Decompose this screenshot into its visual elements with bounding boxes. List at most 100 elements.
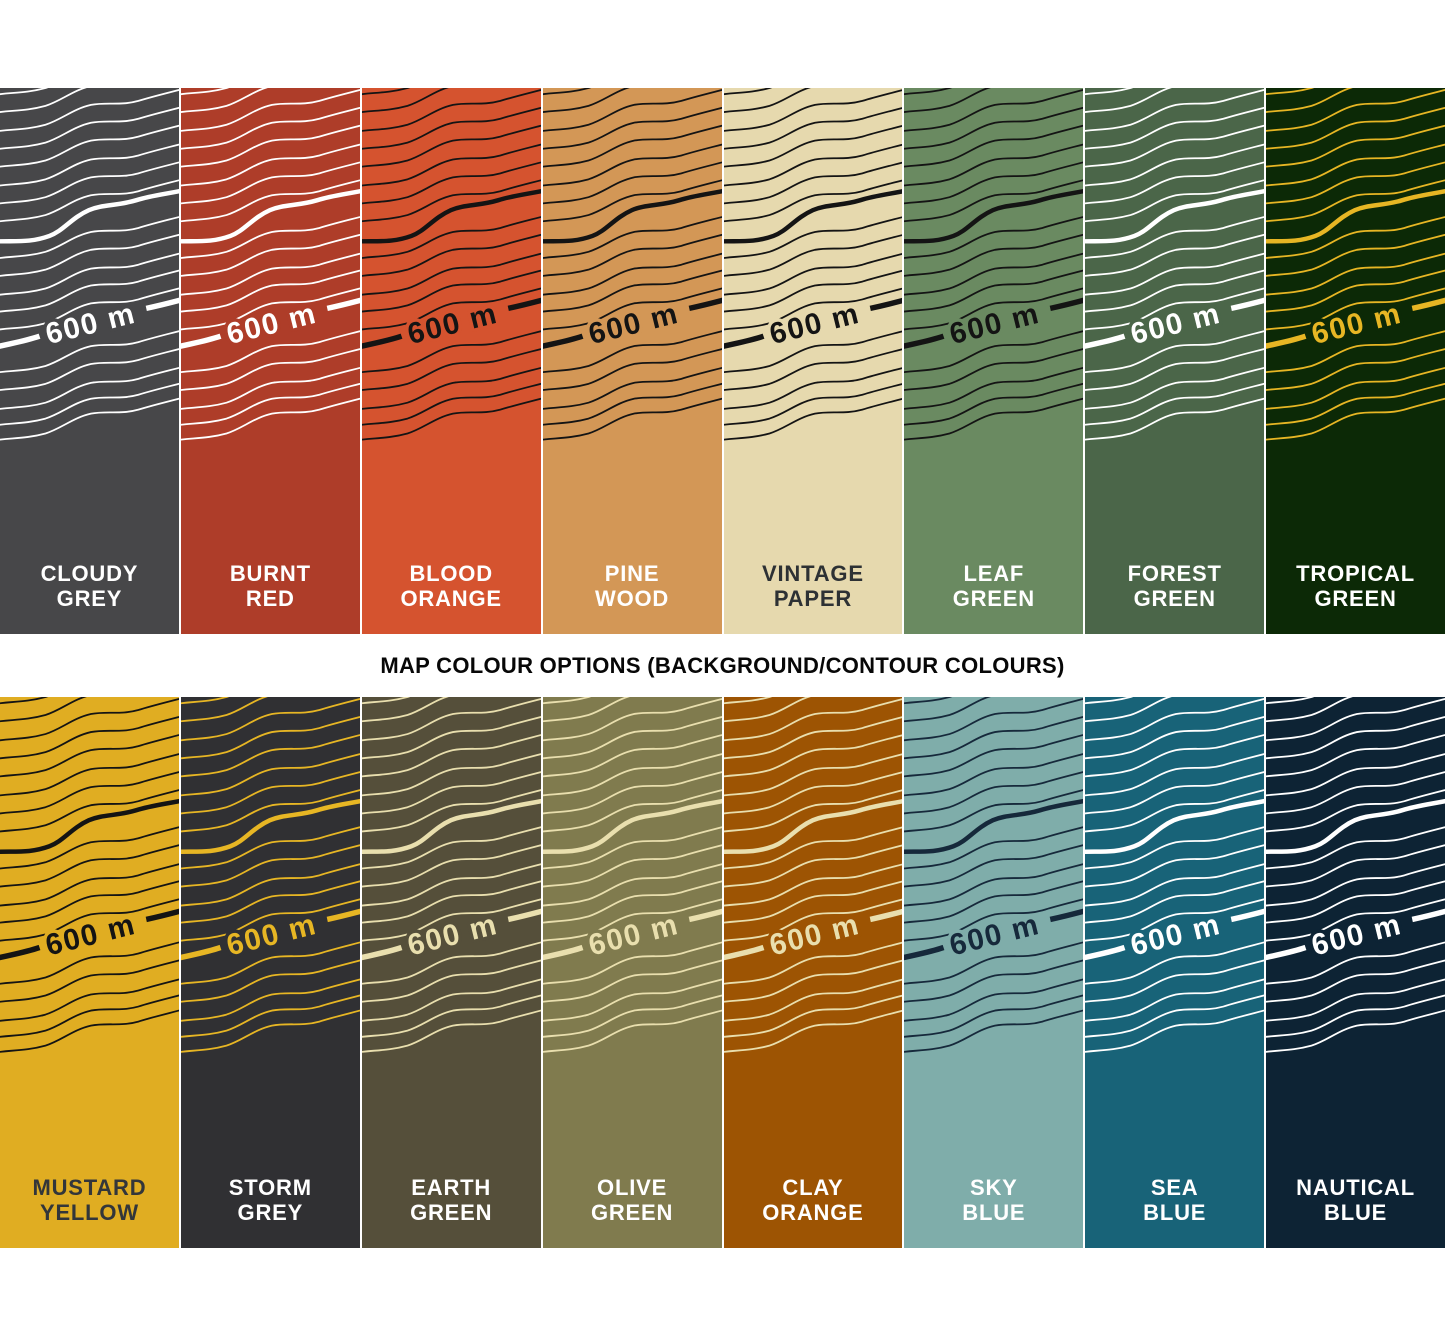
contour-line [0,959,179,1003]
contour-line [0,844,179,888]
contour-line [723,88,811,113]
contour-line [361,716,541,760]
contour-pattern: 600 m [904,697,1084,1053]
labeled-contour-left [361,944,403,961]
contour-line [1266,771,1445,815]
index-contour-line [542,188,722,244]
contour-line [180,863,360,907]
contour-line [904,348,1084,391]
contour-line [723,124,903,168]
contour-line [1085,330,1265,374]
labeled-contour-right [1411,297,1445,312]
contour-line [361,252,541,296]
contour-line [1266,179,1445,223]
elevation-label: 600 m [404,908,501,963]
labeled-contour-left [723,944,764,961]
contour-line [904,143,1084,187]
contour-line [0,898,179,942]
contour-line [1085,994,1265,1038]
contour-line [1266,880,1445,924]
labeled-contour-left [0,944,41,961]
contour-line [542,697,591,705]
labeled-contour-left [904,333,945,349]
elevation-label: 600 m [766,908,863,963]
contour-line [361,88,410,96]
contour-line [904,941,1084,985]
labeled-contour-right [1230,908,1265,923]
contour-line [361,397,541,441]
contour-line [1085,89,1265,132]
contour-line [723,88,772,96]
contour-line [1266,88,1354,113]
contour-line [361,143,541,187]
contour-line [180,880,360,924]
contour-line [1085,366,1265,410]
contour-line [904,330,1084,374]
contour-line [361,106,541,150]
contour-line [723,233,903,277]
swatch-label: OLIVE GREEN [590,1174,674,1226]
contour-line [180,978,360,1022]
contour-line [1085,287,1265,331]
swatch-row-bottom: 600 m MUSTARD YELLOW 600 m STORM GREY 60… [0,697,1445,1248]
contour-lines [542,697,722,1053]
contour-line [180,252,360,296]
contour-line [1266,698,1445,742]
contour-line [1266,382,1445,426]
labeled-contour-right [507,908,541,923]
index-contour-line [904,798,1084,854]
contour-line [1266,269,1445,313]
contour-line [361,330,541,374]
contour-line [361,89,541,132]
contour-line [542,124,722,168]
contour-line [904,1009,1084,1053]
contour-line [361,753,541,797]
swatch-label: CLOUDY GREY [40,560,139,612]
swatch-label: NAUTICAL BLUE [1296,1174,1415,1226]
labeled-contour-left [904,944,945,961]
contour-line [1266,88,1315,96]
swatch-storm-grey: 600 m STORM GREY [180,697,360,1248]
contour-line [0,716,179,760]
contour-line [1266,994,1445,1038]
contour-line [1085,959,1265,1003]
contour-line [180,697,268,723]
contour-line [723,863,903,907]
contour-line [542,863,722,907]
swatch-sea-blue: 600 m SEA BLUE [1085,697,1265,1248]
contour-lines [0,88,179,441]
contour-line [542,89,722,132]
contour-line [1266,143,1445,187]
contour-line [1085,880,1265,924]
contour-line [0,143,179,187]
contour-line [0,269,179,313]
contour-line [0,941,179,985]
contour-line [0,697,88,723]
contour-line [542,789,722,833]
contour-line [1085,88,1134,96]
contour-line [542,287,722,331]
contour-line [1266,941,1445,985]
contour-line [723,382,903,426]
contour-line [542,382,722,426]
contour-line [1085,216,1265,259]
contour-lines [361,88,541,441]
contour-line [723,143,903,187]
contour-line [904,826,1084,870]
labeled-contour-right [1230,297,1265,312]
contour-line [180,734,360,778]
contour-line [1085,124,1265,168]
contour-line [723,826,903,870]
contour-line [1266,898,1445,942]
contour-line [542,734,722,778]
contour-pattern: 600 m [904,88,1084,441]
contour-line [180,88,229,96]
contour-line [1085,252,1265,296]
elevation-label: 600 m [947,297,1044,351]
contour-pattern: 600 m [361,88,541,441]
contour-line [180,366,360,410]
elevation-label: 600 m [42,297,139,351]
contour-line [361,1009,541,1053]
contour-line [361,269,541,313]
contour-line [1085,941,1265,985]
